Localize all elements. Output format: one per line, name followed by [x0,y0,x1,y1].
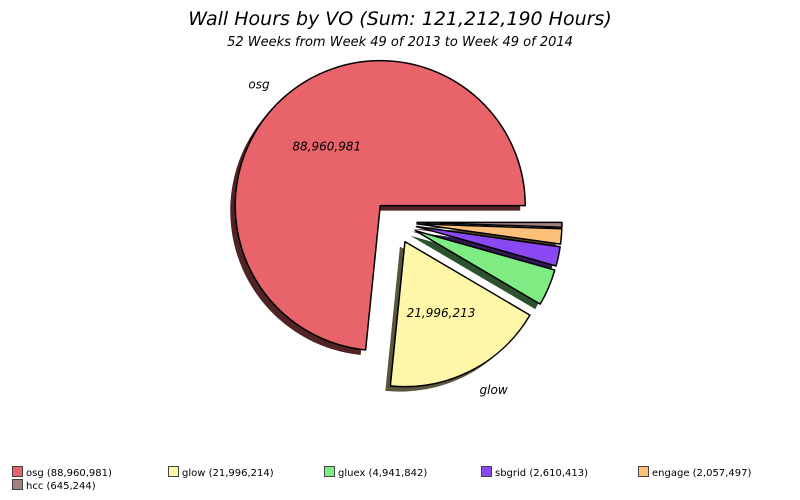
legend-swatch-sbgrid [481,466,492,477]
pie-slice-osg [234,59,526,351]
chart-title: Wall Hours by VO (Sum: 121,212,190 Hours… [188,8,612,30]
legend-swatch-osg [12,466,23,477]
legend-label-engage: engage (2,057,497) [652,468,752,479]
pie-value-label-glow: 21,996,213 [407,306,476,320]
legend-label-hcc: hcc (645,244) [26,481,96,492]
pie-slice-glow [389,240,531,388]
legend-item-hcc: hcc (645,244) [12,479,96,492]
legend-label-osg: osg (88,960,981) [26,468,112,479]
legend-item-gluex: gluex (4,941,842) [324,466,427,479]
legend-item-engage: engage (2,057,497) [638,466,751,479]
pie-outer-label-glow: glow [480,383,508,397]
legend-swatch-gluex [324,466,335,477]
legend-label-gluex: gluex (4,941,842) [338,468,428,479]
legend-item-osg: osg (88,960,981) [12,466,112,479]
pie-slice-gluex [414,229,556,305]
pie-value-label-osg: 88,960,981 [292,140,361,154]
legend-label-sbgrid: sbgrid (2,610,413) [495,468,589,479]
legend-item-sbgrid: sbgrid (2,610,413) [481,466,588,479]
legend-item-glow: glow (21,996,214) [168,466,274,479]
pie-slice-hcc [416,221,563,228]
pie-slice-sbgrid [415,225,561,267]
legend-label-glow: glow (21,996,214) [182,468,274,479]
pie-slice-shadow-gluex [410,235,550,310]
chart-subtitle: 52 Weeks from Week 49 of 2013 to Week 49… [227,35,573,50]
pie-chart: osg 88,960,981 glow 21,996,213 [230,59,563,397]
legend-swatch-glow [168,466,179,477]
legend-swatch-engage [638,466,649,477]
pie-outer-label-osg: osg [248,77,270,91]
legend-swatch-hcc [12,479,23,490]
pie-slices [234,59,563,388]
pie-labels: osg 88,960,981 glow 21,996,213 [248,77,507,397]
pie-slice-engage [416,223,563,245]
